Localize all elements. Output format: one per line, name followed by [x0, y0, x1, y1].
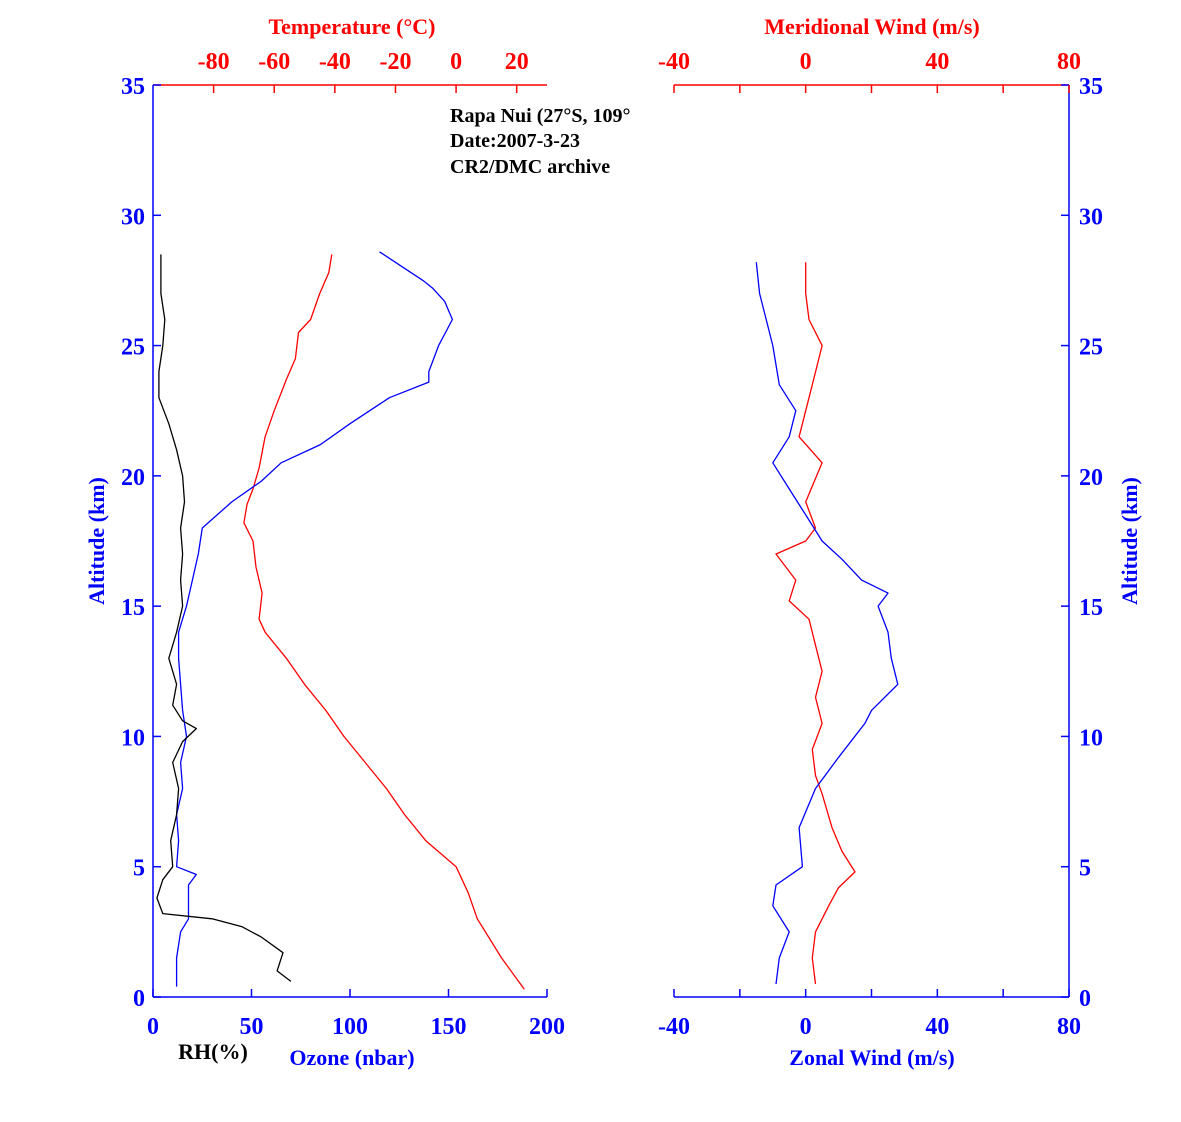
- left-panel-y-tick-label: 30: [121, 204, 145, 230]
- right-panel-series: [755, 262, 899, 985]
- left-panel-y-tick-label: 20: [121, 465, 145, 491]
- ozone-axis-label: Ozone (nbar): [289, 1045, 414, 1070]
- zonal-wind-tick-label: 40: [925, 1014, 949, 1040]
- zonal-wind-axis-label: Zonal Wind (m/s): [789, 1045, 954, 1070]
- right-panel-y-tick-label: 20: [1079, 465, 1103, 491]
- left-panel-y-tick-label: 25: [121, 335, 145, 361]
- left-panel-y-tick-label: 5: [133, 856, 145, 882]
- series-temperature-line: [243, 254, 525, 990]
- series-rh-line: [156, 254, 292, 982]
- ozone-tick-label: 100: [332, 1014, 368, 1040]
- temperature-tick-label: -80: [198, 49, 230, 75]
- annotation-date: Date:2007-3-23: [450, 130, 580, 152]
- series-ozone-line: [175, 251, 454, 987]
- ozone-tick-label: 0: [147, 1014, 159, 1040]
- meridional-wind-tick-label: 40: [925, 49, 949, 75]
- left-panel-y-tick-label: 15: [121, 595, 145, 621]
- annotation-archive: CR2/DMC archive: [450, 156, 610, 178]
- left-panel: 0 5 10 15 20 25 30 35 0 50 100 150 200 -80 -60 -40 -20 0 2…: [84, 14, 565, 1070]
- temperature-tick-label: -20: [379, 49, 411, 75]
- left-panel-y-axis-label: Altitude (km): [84, 477, 109, 605]
- ozone-tick-label: 50: [240, 1014, 264, 1040]
- zonal-wind-tick-label: 0: [800, 1014, 812, 1040]
- temperature-tick-label: -40: [319, 49, 351, 75]
- right-panel-y-tick-label: 10: [1079, 725, 1103, 751]
- right-panel-ticks: 0 5 10 15 20 25 30 35 -40 0 40 80 -40 0 40 80: [658, 49, 1103, 1040]
- temperature-tick-label: 20: [505, 49, 529, 75]
- right-panel-y-tick-label: 35: [1079, 74, 1103, 100]
- right-panel-y-axis-label: Altitude (km): [1117, 477, 1142, 605]
- annotation: Rapa Nui (27°S, 109° Date:2007-3-23 CR2/…: [450, 105, 630, 178]
- meridional-wind-tick-label: 80: [1057, 49, 1081, 75]
- right-panel-y-tick-label: 25: [1079, 335, 1103, 361]
- rh-axis-label: RH(%): [178, 1039, 248, 1064]
- left-panel-y-tick-label: 0: [133, 986, 145, 1012]
- left-panel-y-tick-label: 10: [121, 725, 145, 751]
- left-panel-series: [156, 251, 525, 990]
- series-zonal-wind-line: [755, 262, 899, 985]
- right-panel-y-tick-label: 30: [1079, 204, 1103, 230]
- temperature-tick-label: -60: [258, 49, 290, 75]
- right-panel: 0 5 10 15 20 25 30 35 -40 0 40 80 -40 0 40 80 Altitude …: [658, 14, 1142, 1070]
- left-panel-ticks: 0 5 10 15 20 25 30 35 0 50 100 150 200 -80 -60 -40 -20 0 2…: [121, 49, 565, 1040]
- right-panel-y-tick-label: 5: [1079, 856, 1091, 882]
- annotation-station: Rapa Nui (27°S, 109°: [450, 105, 630, 127]
- ozone-tick-label: 150: [431, 1014, 467, 1040]
- meridional-wind-axis-label: Meridional Wind (m/s): [764, 14, 980, 39]
- zonal-wind-tick-label: 80: [1057, 1014, 1081, 1040]
- right-panel-y-tick-label: 0: [1079, 986, 1091, 1012]
- temperature-tick-label: 0: [450, 49, 462, 75]
- ozone-tick-label: 200: [529, 1014, 565, 1040]
- series-meridional-wind-line: [775, 262, 856, 985]
- right-panel-y-tick-label: 15: [1079, 595, 1103, 621]
- meridional-wind-tick-label: 0: [800, 49, 812, 75]
- meridional-wind-tick-label: -40: [658, 49, 690, 75]
- zonal-wind-tick-label: -40: [658, 1014, 690, 1040]
- temperature-axis-label: Temperature (°C): [268, 14, 435, 39]
- left-panel-y-tick-label: 35: [121, 74, 145, 100]
